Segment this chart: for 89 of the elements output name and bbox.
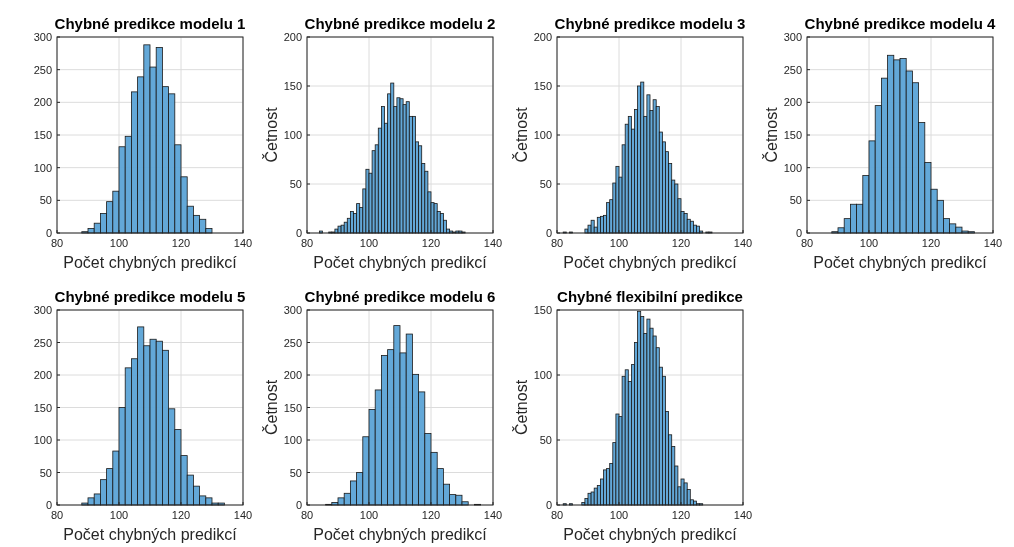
- y-tick-label: 200: [283, 31, 302, 43]
- x-tick-label: 140: [233, 509, 253, 521]
- y-tick-label: 50: [289, 178, 302, 190]
- y-axis-title: Četnost: [512, 379, 530, 436]
- y-tick-label: 0: [45, 227, 52, 239]
- y-tick-label: 150: [783, 129, 802, 141]
- x-tick-label: 120: [921, 237, 941, 249]
- x-tick-label: 80: [300, 237, 314, 249]
- chart-title: Chybné predikce modelu 3: [554, 15, 746, 32]
- y-tick-label: 250: [33, 336, 52, 349]
- x-tick-label: 140: [733, 509, 753, 521]
- y-axis-title: Četnost: [762, 106, 780, 163]
- x-tick-label: 80: [800, 237, 814, 249]
- x-tick-label: 80: [50, 237, 64, 249]
- x-tick-label: 140: [733, 237, 753, 249]
- x-tick-label: 100: [109, 237, 129, 249]
- y-tick-label: 150: [33, 129, 52, 141]
- y-tick-label: 150: [283, 80, 302, 92]
- x-tick-label: 120: [171, 237, 191, 249]
- chart-title: Chybné flexibilní predikce: [557, 288, 743, 305]
- x-tick-label: 100: [609, 509, 629, 521]
- y-tick-label: 300: [783, 31, 802, 43]
- x-axis-title: Počet chybných predikcí: [313, 526, 488, 543]
- y-tick-label: 50: [289, 466, 302, 479]
- y-tick-label: 0: [545, 227, 552, 239]
- x-tick-label: 100: [609, 237, 629, 249]
- x-axis-title: Počet chybných predikcí: [813, 254, 988, 271]
- x-axis-title: Počet chybných predikcí: [313, 254, 488, 271]
- x-tick-label: 140: [233, 237, 253, 249]
- y-tick-label: 0: [295, 227, 302, 239]
- y-tick-label: 0: [295, 499, 302, 511]
- y-tick-label: 100: [533, 129, 552, 141]
- x-tick-label: 80: [300, 509, 314, 521]
- chart-title: Chybné predikce modelu 6: [304, 288, 496, 305]
- y-tick-label: 100: [783, 161, 802, 174]
- y-tick-label: 150: [33, 401, 52, 414]
- x-axis-title: Počet chybných predikcí: [563, 254, 738, 271]
- y-tick-label: 250: [783, 63, 802, 76]
- y-axis-title: Četnost: [262, 106, 280, 163]
- chart-title: Chybné predikce modelu 2: [304, 15, 496, 32]
- x-tick-label: 80: [550, 509, 564, 521]
- y-tick-label: 100: [283, 129, 302, 141]
- y-tick-label: 0: [45, 499, 52, 511]
- y-tick-label: 150: [283, 401, 302, 414]
- y-tick-label: 250: [33, 63, 52, 76]
- x-tick-label: 140: [483, 237, 503, 249]
- y-tick-label: 200: [533, 31, 552, 43]
- x-tick-label: 120: [421, 237, 441, 249]
- y-axis-title: Četnost: [262, 379, 280, 436]
- x-tick-label: 120: [671, 237, 691, 249]
- y-tick-label: 50: [39, 194, 52, 207]
- chart-title: Chybné predikce modelu 5: [54, 288, 246, 305]
- x-tick-label: 80: [50, 509, 64, 521]
- y-tick-label: 200: [33, 96, 52, 109]
- y-tick-label: 100: [33, 161, 52, 174]
- x-tick-label: 120: [171, 509, 191, 521]
- y-tick-label: 200: [33, 369, 52, 381]
- y-tick-label: 300: [283, 304, 302, 316]
- x-tick-label: 100: [359, 509, 379, 521]
- y-tick-label: 150: [533, 80, 552, 92]
- y-tick-label: 0: [795, 227, 802, 239]
- y-tick-label: 50: [789, 194, 802, 207]
- y-tick-label: 150: [533, 304, 552, 316]
- x-axis-title: Počet chybných predikcí: [563, 526, 738, 543]
- x-axis-title: Počet chybných predikcí: [63, 526, 238, 543]
- x-tick-label: 140: [483, 509, 503, 521]
- y-axis-title: Četnost: [512, 106, 530, 163]
- x-tick-label: 100: [859, 237, 879, 249]
- y-tick-label: 300: [33, 31, 52, 43]
- y-tick-label: 200: [283, 369, 302, 381]
- x-tick-label: 100: [359, 237, 379, 249]
- x-tick-label: 120: [671, 509, 691, 521]
- x-tick-label: 120: [421, 509, 441, 521]
- y-tick-label: 0: [545, 499, 552, 511]
- y-tick-label: 50: [539, 178, 552, 190]
- y-tick-label: 200: [783, 96, 802, 109]
- y-tick-label: 50: [39, 466, 52, 479]
- x-tick-label: 140: [983, 237, 1003, 249]
- x-axis-title: Počet chybných predikcí: [63, 254, 238, 271]
- x-tick-label: 100: [109, 509, 129, 521]
- chart-title: Chybné predikce modelu 1: [54, 15, 246, 32]
- chart-title: Chybné predikce modelu 4: [804, 15, 997, 32]
- x-tick-label: 80: [550, 237, 564, 249]
- y-tick-label: 50: [539, 434, 552, 446]
- y-tick-label: 300: [33, 304, 52, 316]
- y-tick-label: 250: [283, 336, 302, 349]
- y-tick-label: 100: [33, 434, 52, 446]
- y-tick-label: 100: [283, 434, 302, 446]
- y-tick-label: 100: [533, 369, 552, 381]
